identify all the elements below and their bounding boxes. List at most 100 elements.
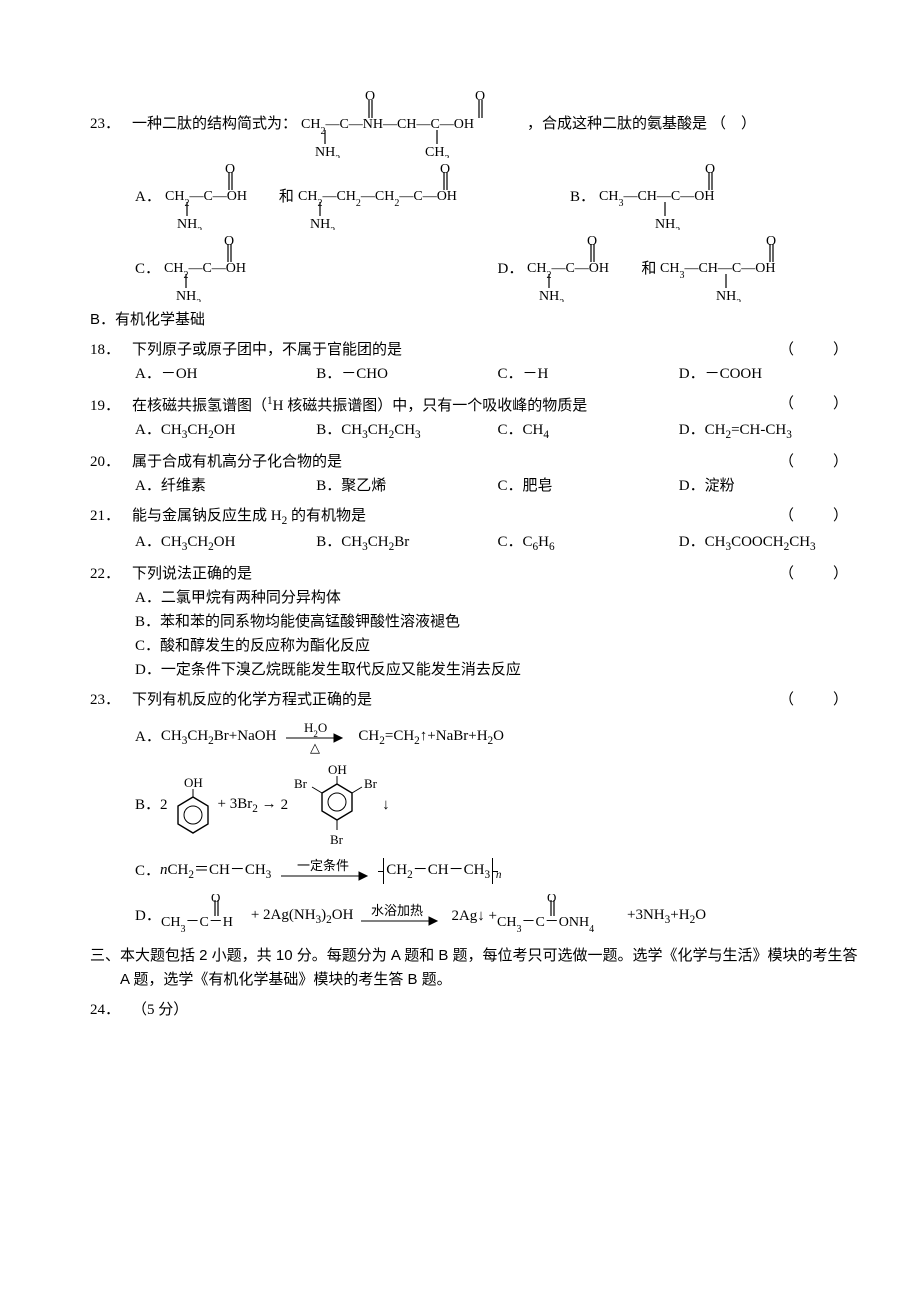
svg-text:NH2: NH2 bbox=[315, 145, 340, 158]
svg-text:NH2: NH2 bbox=[176, 289, 201, 302]
plus-br2: + 3Br2 → bbox=[218, 792, 277, 818]
opt-C: C．酸和醇发生的反应称为酯化反应 bbox=[135, 634, 860, 658]
svg-text:O: O bbox=[547, 894, 556, 905]
stem-mid: H 核磁共振谱图）中，只有一个吸收峰的物质是 bbox=[273, 398, 588, 414]
opt-between: 和 bbox=[279, 185, 294, 209]
reaction-arrow: 水浴加热 bbox=[357, 901, 447, 931]
paren: （ ） bbox=[711, 112, 756, 136]
tribromophenol-structure: OH Br Br Br bbox=[292, 762, 382, 848]
q18-opts: A．－OH B．－CHO C．－H D．－COOH bbox=[90, 362, 860, 386]
q21-opts: A．CH3CH2OH B．CH3CH2Br C．C6H6 D．CH3COOCH2… bbox=[90, 530, 860, 556]
opt-A: A．CH3CH2OH bbox=[135, 418, 316, 444]
stem-prefix: 一种二肽的结构简式为： bbox=[132, 112, 297, 136]
svg-text:CH3－C－H: CH3－C－H bbox=[161, 915, 233, 935]
opt-D: D． O CH2—C—OH NH2 和 O CH3—CH—C—OH bbox=[498, 236, 821, 302]
q22-opts: A．二氯甲烷有两种同分异构体 B．苯和苯的同系物均能使高锰酸钾酸性溶液褪色 C．… bbox=[90, 586, 860, 682]
svg-text:CH3—CH—C—OH: CH3—CH—C—OH bbox=[660, 261, 775, 281]
q-num: 21． bbox=[90, 504, 132, 528]
lhs-aldehyde: O CH3－C－H bbox=[161, 894, 251, 938]
paren: （ ） bbox=[779, 504, 860, 528]
svg-text:CH2—C—NH—CH—C—OH: CH2—C—NH—CH—C—OH bbox=[301, 117, 474, 137]
svg-text:O: O bbox=[475, 90, 485, 104]
opt-label: C． bbox=[135, 257, 160, 281]
opt-label: B． bbox=[316, 422, 341, 438]
opt-label: A． bbox=[135, 185, 161, 209]
stem: 属于合成有机高分子化合物的是 bbox=[132, 454, 342, 470]
rhs-tail: +3NH3+H2O bbox=[627, 903, 706, 929]
optC-mol: O CH2—C—OH NH2 bbox=[164, 236, 274, 302]
question-20: 20．属于合成有机高分子化合物的是（ ） A．纤维素 B．聚乙烯 C．肥皂 D．… bbox=[90, 450, 860, 498]
down-arrow: ↓ bbox=[382, 793, 390, 817]
coef-l: 2 bbox=[160, 793, 168, 817]
stem-pre: 在核磁共振氢谱图（ bbox=[132, 398, 267, 414]
svg-text:Br: Br bbox=[330, 832, 344, 847]
opt-label: B． bbox=[570, 185, 595, 209]
stem: （5 分） bbox=[132, 1002, 188, 1018]
svg-text:O: O bbox=[224, 236, 234, 249]
opt-C: C．肥皂 bbox=[498, 474, 679, 498]
optD-mol1: O CH2—C—OH NH2 bbox=[527, 236, 637, 302]
q-num: 20． bbox=[90, 450, 132, 474]
svg-text:水浴加热: 水浴加热 bbox=[371, 903, 423, 918]
q-num: 22． bbox=[90, 562, 132, 586]
q-num: 23． bbox=[90, 112, 132, 136]
svg-text:CH3: CH3 bbox=[425, 145, 449, 158]
q23a-stem-row: 23． 一种二肽的结构简式为： O O CH2—C—NH—CH—C—OH bbox=[90, 90, 860, 158]
opt-B: B．－CHO bbox=[316, 362, 497, 386]
reaction-arrow: 一定条件 bbox=[277, 856, 377, 886]
opt-label: A． bbox=[135, 422, 161, 438]
svg-text:O: O bbox=[211, 894, 220, 905]
paren: （ ） bbox=[779, 338, 860, 362]
svg-text:NH2: NH2 bbox=[539, 289, 564, 302]
q-num: 24． bbox=[90, 998, 132, 1022]
svg-text:NH2: NH2 bbox=[310, 217, 335, 230]
stem: 下列说法正确的是 bbox=[132, 566, 252, 582]
svg-text:O: O bbox=[705, 164, 715, 177]
svg-text:一定条件: 一定条件 bbox=[297, 858, 349, 873]
opt-label: A． bbox=[135, 534, 161, 550]
section-b-header: B．有机化学基础 bbox=[90, 308, 860, 332]
svg-text:Br: Br bbox=[364, 776, 378, 791]
q23b-opt-C: C． nCH2＝CH－CH3 一定条件 CH2－CH－CH3 n bbox=[90, 856, 860, 886]
opt-A: A．CH3CH2OH bbox=[135, 530, 316, 556]
q-num: 23． bbox=[90, 688, 132, 712]
q23a-opts-row1: A． O CH2—C—OH NH2 和 O CH2—CH2—CH2—C—OH bbox=[90, 164, 860, 230]
opt-label: A． bbox=[135, 725, 161, 749]
lhs: nCH2＝CH－CH3 bbox=[160, 858, 271, 884]
phenol-structure: OH bbox=[168, 775, 218, 835]
opt-label: D． bbox=[135, 904, 161, 928]
opt-label: B． bbox=[316, 534, 341, 550]
question-18: 18．下列原子或原子团中，不属于官能团的是（ ） A．－OH B．－CHO C．… bbox=[90, 338, 860, 386]
q-num: 18． bbox=[90, 338, 132, 362]
lhs: CH3CH2Br+NaOH bbox=[161, 724, 277, 750]
opt-A: A．－OH bbox=[135, 362, 316, 386]
opt-D: D．淀粉 bbox=[679, 474, 860, 498]
optA-mol1: O CH2—C—OH NH2 bbox=[165, 164, 275, 230]
opt-label: C． bbox=[135, 859, 160, 883]
question-21: 21．能与金属钠反应生成 H2 的有机物是（ ） A．CH3CH2OH B．CH… bbox=[90, 504, 860, 556]
optB-mol: O CH3—CH—C—OH NH2 bbox=[599, 164, 759, 230]
svg-text:O: O bbox=[766, 236, 776, 249]
stem-pre: 能与金属钠反应生成 H bbox=[132, 508, 282, 524]
opt-C: C．C6H6 bbox=[498, 530, 679, 556]
svg-text:OH: OH bbox=[184, 775, 203, 790]
opt-D: D．CH2=CH-CH3 bbox=[679, 418, 860, 444]
opt-C: C．CH4 bbox=[498, 418, 679, 444]
question-24: 24．（5 分） bbox=[90, 998, 860, 1022]
stem: 下列有机反应的化学方程式正确的是 bbox=[132, 692, 372, 708]
q20-opts: A．纤维素 B．聚乙烯 C．肥皂 D．淀粉 bbox=[90, 474, 860, 498]
opt-between: 和 bbox=[641, 257, 656, 281]
q-num: 19． bbox=[90, 394, 132, 418]
svg-text:CH3－C－ONH4: CH3－C－ONH4 bbox=[497, 915, 594, 935]
svg-text:NH2: NH2 bbox=[177, 217, 202, 230]
svg-text:O: O bbox=[365, 90, 375, 104]
opt-D: D．－COOH bbox=[679, 362, 860, 386]
svg-text:CH3—CH—C—OH: CH3—CH—C—OH bbox=[599, 189, 714, 209]
opt-B: B．CH3CH2Br bbox=[316, 530, 497, 556]
dipeptide-structure: O O CH2—C—NH—CH—C—OH NH2 CH3 bbox=[297, 90, 527, 158]
opt-B: B．苯和苯的同系物均能使高锰酸钾酸性溶液褪色 bbox=[135, 610, 860, 634]
opt-A: A．二氯甲烷有两种同分异构体 bbox=[135, 586, 860, 610]
question-19: 19．在核磁共振氢谱图（1H 核磁共振谱图）中，只有一个吸收峰的物质是（ ） A… bbox=[90, 392, 860, 444]
svg-text:CH2—CH2—CH2—C—OH: CH2—CH2—CH2—C—OH bbox=[298, 189, 457, 209]
opt-label: D． bbox=[679, 422, 705, 438]
